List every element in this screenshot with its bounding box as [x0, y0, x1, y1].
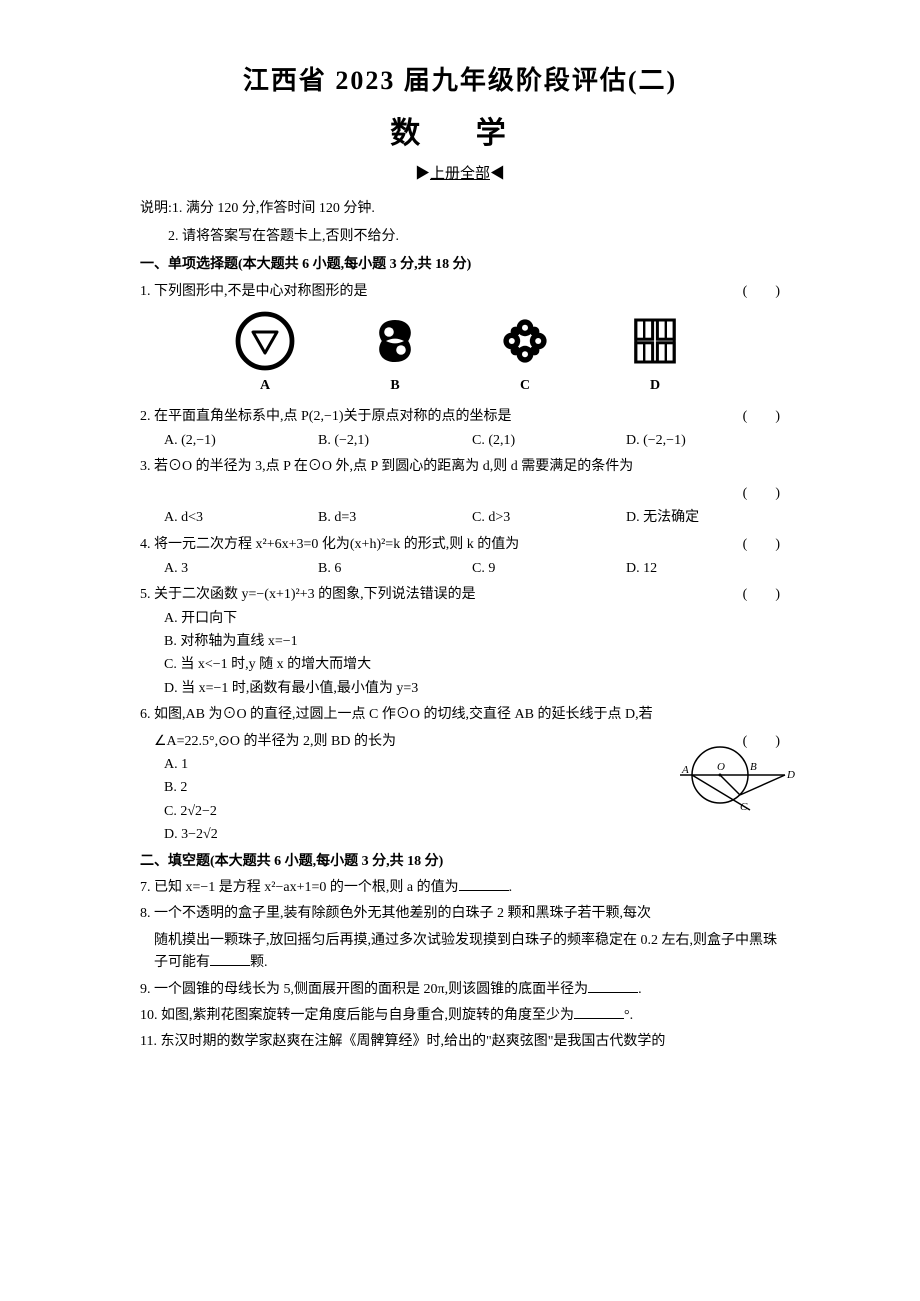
q1-bracket: ( ): [743, 281, 780, 303]
q4-text: 4. 将一元二次方程 x²+6x+3=0 化为(x+h)²=k 的形式,则 k …: [140, 534, 780, 556]
q4-option-d: D. 12: [626, 558, 780, 580]
section-2-header: 二、填空题(本大题共 6 小题,每小题 3 分,共 18 分): [140, 851, 780, 873]
question-2: 2. 在平面直角坐标系中,点 P(2,−1)关于原点对称的点的坐标是 ( ): [140, 406, 780, 428]
q10-blank: [574, 1005, 624, 1019]
question-7: 7. 已知 x=−1 是方程 x²−ax+1=0 的一个根,则 a 的值为.: [140, 877, 780, 899]
q9-blank: [588, 979, 638, 993]
q6-label-D: D: [786, 769, 795, 781]
q8-blank: [210, 952, 250, 966]
question-4: 4. 将一元二次方程 x²+6x+3=0 化为(x+h)²=k 的形式,则 k …: [140, 534, 780, 556]
q7-text-after: .: [509, 880, 513, 895]
q1-label-b: B: [390, 375, 399, 397]
q1-option-b: B: [365, 311, 425, 397]
q2-option-d: D. (−2,−1): [626, 430, 780, 452]
q8-line2-after: 颗.: [250, 955, 268, 970]
instruction-2: 2. 请将答案写在答题卡上,否则不给分.: [140, 226, 780, 248]
q1-label-c: C: [520, 375, 530, 397]
q1-text: 1. 下列图形中,不是中心对称图形的是: [140, 281, 780, 303]
q9-text-after: .: [638, 982, 642, 997]
q2-option-c: C. (2,1): [472, 430, 626, 452]
q1-image-a: [235, 311, 295, 371]
q11-text: 11. 东汉时期的数学家赵爽在注解《周髀算经》时,给出的"赵爽弦图"是我国古代数…: [140, 1034, 665, 1049]
q3-text: 3. 若⊙O 的半径为 3,点 P 在⊙O 外,点 P 到圆心的距离为 d,则 …: [140, 456, 780, 478]
scope-text: 上册全部: [430, 166, 490, 182]
q9-text-before: 9. 一个圆锥的母线长为 5,侧面展开图的面积是 20π,则该圆锥的底面半径为: [140, 982, 588, 997]
q1-label-a: A: [260, 375, 270, 397]
q3-option-a: A. d<3: [164, 507, 318, 529]
q5-option-a: A. 开口向下: [164, 608, 780, 630]
q3-bracket: ( ): [743, 483, 780, 505]
q4-option-a: A. 3: [164, 558, 318, 580]
q6-label-A: A: [681, 764, 689, 776]
exam-title: 江西省 2023 届九年级阶段评估(二): [140, 60, 780, 102]
q1-option-d: D: [625, 311, 685, 397]
section-1-header: 一、单项选择题(本大题共 6 小题,每小题 3 分,共 18 分): [140, 254, 780, 276]
q4-option-c: C. 9: [472, 558, 626, 580]
q1-image-b: [365, 311, 425, 371]
instruction-1: 说明:1. 满分 120 分,作答时间 120 分钟.: [140, 198, 780, 220]
q1-option-c: C: [495, 311, 555, 397]
question-6-container: 6. 如图,AB 为⊙O 的直径,过圆上一点 C 作⊙O 的切线,交直径 AB …: [140, 704, 780, 846]
question-1: 1. 下列图形中,不是中心对称图形的是 ( ): [140, 281, 780, 303]
question-10: 10. 如图,紫荆花图案旋转一定角度后能与自身重合,则旋转的角度至少为 °.: [140, 1005, 780, 1027]
q1-option-a: A: [235, 311, 295, 397]
q4-options: A. 3 B. 6 C. 9 D. 12: [140, 558, 780, 580]
exam-subject: 数 学: [140, 110, 780, 158]
q7-text-before: 7. 已知 x=−1 是方程 x²−ax+1=0 的一个根,则 a 的值为: [140, 880, 459, 895]
q3-option-d: D. 无法确定: [626, 507, 780, 529]
q6-text-1: 6. 如图,AB 为⊙O 的直径,过圆上一点 C 作⊙O 的切线,交直径 AB …: [140, 704, 780, 726]
q10-text-before: 10. 如图,紫荆花图案旋转一定角度后能与自身重合,则旋转的角度至少为: [140, 1008, 574, 1023]
question-11: 11. 东汉时期的数学家赵爽在注解《周髀算经》时,给出的"赵爽弦图"是我国古代数…: [140, 1031, 780, 1053]
question-9: 9. 一个圆锥的母线长为 5,侧面展开图的面积是 20π,则该圆锥的底面半径为.: [140, 979, 780, 1001]
exam-scope: ▶上册全部◀: [140, 162, 780, 186]
q6-figure: A O B D C: [670, 740, 800, 829]
question-3-bracket-line: ( ): [140, 483, 780, 505]
question-3: 3. 若⊙O 的半径为 3,点 P 在⊙O 外,点 P 到圆心的距离为 d,则 …: [140, 456, 780, 478]
q6-label-O: O: [717, 761, 725, 773]
q5-option-c: C. 当 x<−1 时,y 随 x 的增大而增大: [164, 654, 780, 676]
q6-label-B: B: [750, 761, 757, 773]
q3-option-b: B. d=3: [318, 507, 472, 529]
q1-image-d: [625, 311, 685, 371]
q5-option-d: D. 当 x=−1 时,函数有最小值,最小值为 y=3: [164, 678, 780, 700]
q5-option-b: B. 对称轴为直线 x=−1: [164, 631, 780, 653]
q1-label-d: D: [650, 375, 660, 397]
question-5: 5. 关于二次函数 y=−(x+1)²+3 的图象,下列说法错误的是 ( ): [140, 584, 780, 606]
q2-option-a: A. (2,−1): [164, 430, 318, 452]
q7-blank: [459, 877, 509, 891]
q2-option-b: B. (−2,1): [318, 430, 472, 452]
question-8: 8. 一个不透明的盒子里,装有除颜色外无其他差别的白珠子 2 颗和黑珠子若干颗,…: [140, 903, 780, 925]
question-6: 6. 如图,AB 为⊙O 的直径,过圆上一点 C 作⊙O 的切线,交直径 AB …: [140, 704, 780, 726]
q4-bracket: ( ): [743, 534, 780, 556]
q2-text: 2. 在平面直角坐标系中,点 P(2,−1)关于原点对称的点的坐标是: [140, 406, 780, 428]
q2-bracket: ( ): [743, 406, 780, 428]
q1-image-options: A B C: [200, 311, 720, 397]
q5-options: A. 开口向下 B. 对称轴为直线 x=−1 C. 当 x<−1 时,y 随 x…: [140, 608, 780, 701]
scope-prefix: ▶: [415, 166, 430, 182]
scope-suffix: ◀: [490, 166, 505, 182]
q3-option-c: C. d>3: [472, 507, 626, 529]
q2-options: A. (2,−1) B. (−2,1) C. (2,1) D. (−2,−1): [140, 430, 780, 452]
q3-options: A. d<3 B. d=3 C. d>3 D. 无法确定: [140, 507, 780, 529]
q10-text-after: °.: [624, 1008, 633, 1023]
q8-line1: 8. 一个不透明的盒子里,装有除颜色外无其他差别的白珠子 2 颗和黑珠子若干颗,…: [140, 906, 651, 921]
question-8-line2: 随机摸出一颗珠子,放回摇匀后再摸,通过多次试验发现摸到白珠子的频率稳定在 0.2…: [140, 930, 780, 975]
q1-image-c: [495, 311, 555, 371]
q5-bracket: ( ): [743, 584, 780, 606]
q4-option-b: B. 6: [318, 558, 472, 580]
q6-label-C: C: [740, 801, 748, 813]
q5-text: 5. 关于二次函数 y=−(x+1)²+3 的图象,下列说法错误的是: [140, 584, 780, 606]
